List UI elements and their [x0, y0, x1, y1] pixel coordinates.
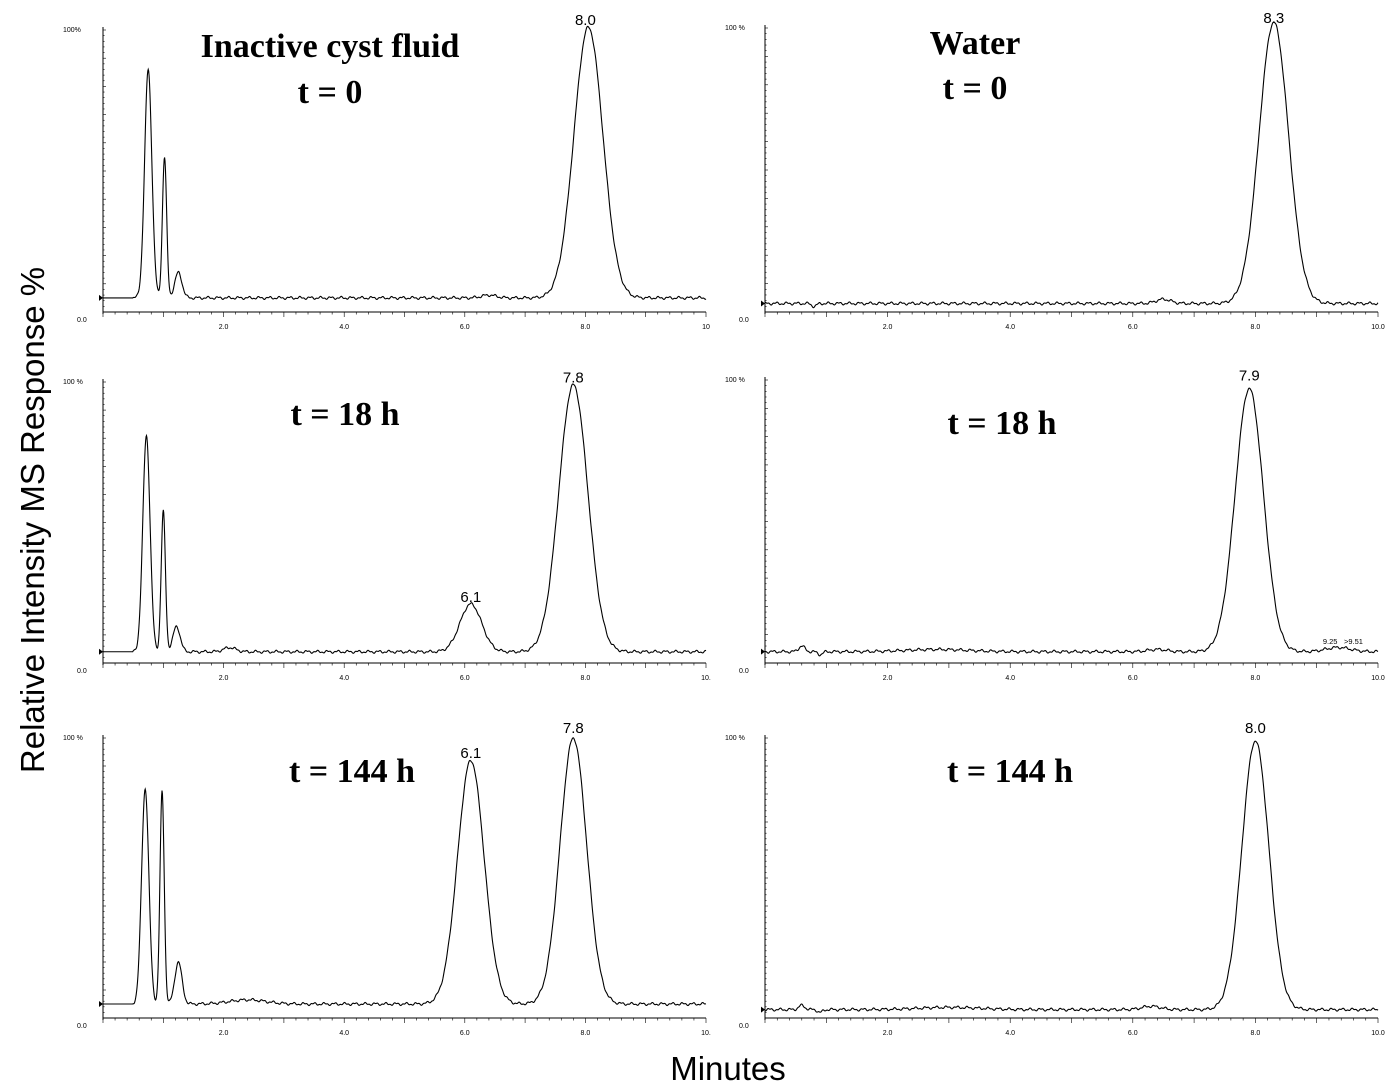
x-tick-label: 2.0: [883, 675, 893, 682]
peak-label: 8.0: [575, 12, 596, 29]
y-bottom-label: 0.0: [77, 1023, 87, 1030]
x-tick-label: 6.0: [460, 324, 470, 331]
x-tick-label: 6.0: [460, 675, 470, 682]
x-tick-label: 10.0: [1371, 324, 1385, 331]
baseline-marker: [761, 1006, 765, 1013]
y-bottom-label: 0.0: [77, 668, 87, 675]
y-bottom-label: 0.0: [77, 317, 87, 324]
peak-label: 8.3: [1263, 10, 1284, 27]
y-bottom-label: 0.0: [739, 317, 749, 324]
x-tick-label: 4.0: [339, 1030, 349, 1037]
y-top-label: 100 %: [63, 735, 83, 742]
chromatogram-trace: [764, 387, 1379, 657]
x-tick-label: 2.0: [883, 1030, 893, 1037]
x-tick-label: 8.0: [1251, 324, 1261, 331]
peak-label: 8.0: [1245, 720, 1266, 737]
x-tick-label: 8.0: [581, 1030, 591, 1037]
peak-label: 7.8: [563, 720, 584, 737]
chromatogram-panel-1: 2.0 4.0 6.0 8.0 10 100% 0.0 8.0 Inactive cyst fl…: [63, 12, 710, 331]
x-tick-label: 10: [702, 324, 710, 331]
baseline-marker: [761, 300, 765, 307]
x-tick-label: 10.: [701, 675, 711, 682]
x-tick-label: 6.0: [1128, 675, 1138, 682]
baseline-marker: [99, 294, 103, 301]
baseline-marker: [99, 1001, 103, 1007]
peak-label: 7.8: [563, 370, 584, 387]
x-tick-label: 8.0: [1251, 675, 1261, 682]
chromatogram-panel-5: 2.0 4.0 6.0 8.0 10. 100 % 0.0 6.1 7.8 t = 144 h: [63, 720, 711, 1037]
peak-annotation: >9.51: [1344, 637, 1363, 646]
peak-label: 6.1: [460, 745, 481, 762]
panel-title: Inactive cyst fluid: [201, 28, 460, 65]
x-tick-label: 2.0: [883, 324, 893, 331]
x-tick-label: 6.0: [460, 1030, 470, 1037]
chromatogram-trace: [764, 21, 1379, 309]
x-tick-label: 4.0: [1005, 1030, 1015, 1037]
x-tick-label: 4.0: [1005, 675, 1015, 682]
panel-title: t = 0: [298, 74, 363, 111]
x-tick-label: 6.0: [1128, 1030, 1138, 1037]
y-axis-label: Relative Intensity MS Response %: [14, 266, 51, 774]
x-tick-label: 2.0: [219, 1030, 229, 1037]
x-tick-label: 10.: [701, 1030, 711, 1037]
chromatogram-trace: [103, 25, 707, 301]
baseline-marker: [761, 648, 765, 655]
x-tick-label: 6.0: [1128, 324, 1138, 331]
peak-annotation: 9.25: [1323, 637, 1338, 646]
y-top-label: 100 %: [725, 735, 745, 742]
y-top-label: 100 %: [725, 25, 745, 32]
peak-label: 7.9: [1239, 368, 1260, 385]
x-tick-label: 8.0: [581, 324, 591, 331]
panel-title: t = 144 h: [947, 753, 1073, 790]
panel-title: t = 18 h: [290, 396, 399, 433]
x-tick-label: 4.0: [1005, 324, 1015, 331]
chromatogram-trace: [103, 383, 707, 654]
x-tick-label: 4.0: [339, 324, 349, 331]
chromatogram-panel-6: 2.0 4.0 6.0 8.0 10.0 100 % 0.0 8.0 t = 144 h: [725, 720, 1385, 1037]
y-bottom-label: 0.0: [739, 1023, 749, 1030]
x-tick-label: 2.0: [219, 675, 229, 682]
chromatogram-panel-3: 2.0 4.0 6.0 8.0 10. 100 % 0.0 6.1 7.8 t = 18 h: [63, 370, 711, 682]
x-tick-label: 10.0: [1371, 675, 1385, 682]
y-bottom-label: 0.0: [739, 668, 749, 675]
y-top-label: 100 %: [725, 377, 745, 384]
y-top-label: 100 %: [63, 379, 83, 386]
chromatogram-panel-4: 2.0 4.0 6.0 8.0 10.0 100 % 0.0 7.9 9.25 >9.51 t = …: [725, 368, 1385, 682]
x-axis-label: Minutes: [670, 1050, 786, 1087]
chromatogram-trace: [764, 740, 1379, 1013]
y-top-label: 100%: [63, 27, 81, 34]
x-tick-label: 2.0: [219, 324, 229, 331]
x-tick-label: 10.0: [1371, 1030, 1385, 1037]
panel-title: t = 144 h: [289, 753, 415, 790]
x-tick-label: 4.0: [339, 675, 349, 682]
panel-title: Water: [930, 25, 1021, 62]
x-tick-label: 8.0: [581, 675, 591, 682]
chromatogram-trace: [103, 737, 707, 1007]
panel-title: t = 0: [943, 70, 1008, 107]
baseline-marker: [99, 648, 103, 655]
chromatogram-panel-2: 2.0 4.0 6.0 8.0 10.0 100 % 0.0 8.3 Water t = 0: [725, 10, 1385, 331]
x-tick-label: 8.0: [1251, 1030, 1261, 1037]
panel-title: t = 18 h: [947, 405, 1056, 442]
peak-label: 6.1: [460, 589, 481, 606]
